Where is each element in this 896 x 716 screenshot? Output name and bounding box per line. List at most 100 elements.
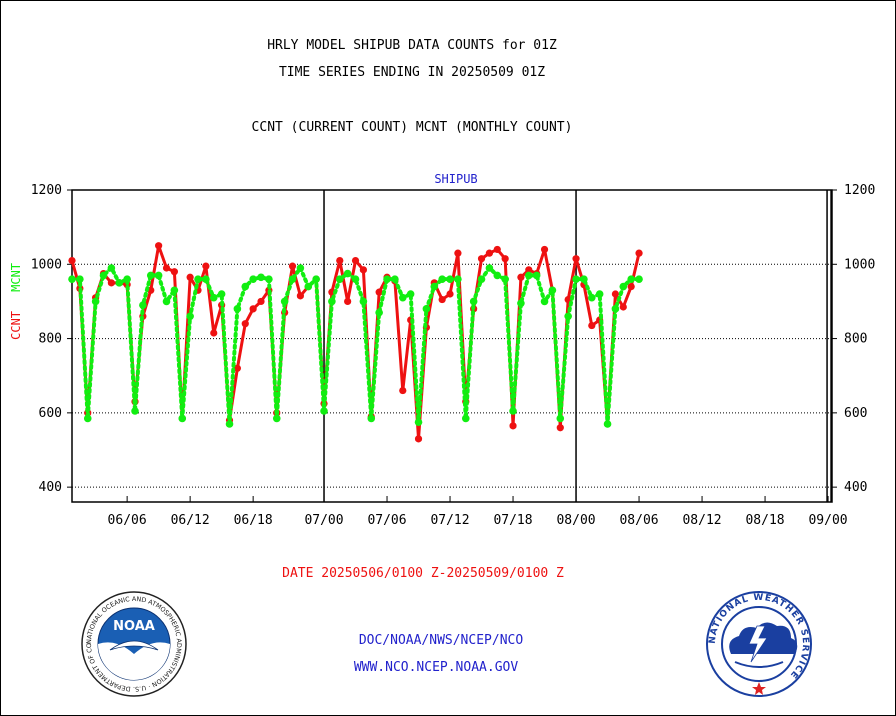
x-tick-label: 08/12 [682, 513, 721, 528]
data-point-mcnt [265, 275, 273, 283]
data-point-ccnt [414, 435, 423, 443]
y-tick-label-right: 800 [844, 332, 867, 347]
data-point-mcnt [146, 271, 155, 280]
nws-logo-icon: NATIONAL WEATHER SERVICE [706, 591, 812, 697]
data-point-mcnt [375, 308, 383, 317]
data-point-mcnt [485, 264, 494, 272]
data-point-mcnt [532, 271, 541, 280]
data-point-mcnt [438, 275, 446, 283]
data-point-mcnt [414, 418, 423, 426]
data-point-ccnt [288, 262, 297, 270]
data-point-mcnt [225, 420, 234, 428]
series-layer [68, 242, 643, 443]
data-point-mcnt [493, 271, 502, 280]
data-point-mcnt [272, 414, 281, 423]
data-point-mcnt [139, 301, 147, 309]
data-point-ccnt [257, 297, 265, 306]
data-point-ccnt [351, 256, 360, 265]
data-point-mcnt [131, 407, 139, 415]
x-tick-label: 07/18 [493, 513, 532, 528]
website-link[interactable]: WWW.NCO.NCEP.NOAA.GOV [353, 660, 519, 675]
data-point-mcnt [446, 275, 454, 283]
data-point-ccnt [611, 290, 620, 298]
data-point-mcnt [107, 264, 116, 272]
data-point-ccnt [186, 273, 194, 281]
x-tick-label: 09/00 [808, 513, 847, 528]
data-point-mcnt [343, 269, 352, 278]
data-point-mcnt [595, 290, 604, 298]
y-tick-label-left: 1000 [31, 257, 62, 272]
data-point-ccnt [619, 303, 627, 311]
y-axis-label-mcnt: MCNT [9, 263, 23, 292]
data-point-ccnt [107, 279, 115, 287]
data-point-mcnt [178, 414, 187, 423]
data-point-ccnt [525, 266, 533, 274]
data-point-mcnt [406, 290, 415, 298]
org-link[interactable]: DOC/NOAA/NWS/NCEP/NCO [358, 633, 524, 648]
y-tick-label-right: 1000 [844, 257, 875, 272]
svg-text:NOAA: NOAA [113, 619, 155, 634]
data-point-mcnt [123, 275, 131, 283]
data-point-mcnt [469, 297, 478, 306]
data-point-mcnt [524, 271, 533, 280]
y-tick-label-right: 400 [844, 480, 867, 495]
data-point-ccnt [399, 386, 407, 395]
data-point-mcnt [76, 275, 84, 283]
data-point-mcnt [241, 282, 250, 291]
data-point-mcnt [304, 282, 313, 291]
y-axis-label-ccnt: CCNT [9, 311, 23, 340]
data-point-mcnt [383, 275, 391, 283]
data-point-ccnt [68, 256, 76, 265]
data-point-mcnt [359, 297, 368, 306]
data-point-ccnt [241, 320, 249, 328]
axis-layer: 400 400 600 600 800 800 1000 1000 1200 1200 06/06 0… [31, 183, 876, 528]
data-point-mcnt [68, 275, 76, 283]
data-point-ccnt [588, 321, 596, 330]
data-point-mcnt [320, 407, 328, 415]
chart-header-legend-text: CCNT (CURRENT COUNT) MCNT (MONTHLY COUNT… [251, 120, 573, 135]
y-tick-label-left: 600 [39, 406, 62, 421]
data-point-ccnt [210, 329, 218, 337]
x-tick-label: 07/06 [367, 513, 406, 528]
data-point-mcnt [335, 275, 344, 283]
data-point-mcnt [572, 275, 580, 283]
y-tick-label-left: 1200 [31, 183, 62, 198]
data-point-mcnt [540, 297, 549, 306]
y-tick-label-right: 1200 [844, 183, 875, 198]
data-point-mcnt [249, 275, 257, 283]
data-point-mcnt [328, 297, 336, 306]
chart-header-title: HRLY MODEL SHIPUB DATA COUNTS for 01Z [267, 38, 557, 53]
data-point-ccnt [202, 262, 210, 270]
data-point-mcnt [398, 293, 407, 302]
data-point-ccnt [296, 292, 304, 300]
x-tick-label: 07/00 [304, 513, 343, 528]
data-point-mcnt [580, 275, 588, 283]
data-point-mcnt [288, 275, 297, 283]
data-point-mcnt [91, 297, 100, 306]
data-point-mcnt [280, 297, 289, 306]
panel-title: SHIPUB [434, 172, 477, 186]
data-point-ccnt [249, 305, 257, 313]
data-point-mcnt [99, 271, 108, 280]
data-point-mcnt [454, 275, 462, 283]
x-tick-label: 07/12 [430, 513, 469, 528]
data-point-mcnt [170, 286, 179, 295]
data-point-ccnt [556, 424, 564, 432]
data-point-mcnt [627, 275, 635, 283]
data-point-ccnt [501, 255, 509, 263]
data-point-ccnt [170, 268, 178, 276]
y-tick-label-left: 800 [39, 332, 62, 347]
data-point-mcnt [422, 305, 431, 313]
data-point-ccnt [155, 242, 163, 250]
data-point-mcnt [154, 271, 163, 280]
y-tick-label-right: 600 [844, 406, 867, 421]
date-range-label: DATE 20250506/0100 Z-20250509/0100 Z [282, 566, 564, 581]
data-point-mcnt [217, 290, 226, 298]
data-point-mcnt [477, 275, 486, 283]
data-point-mcnt [186, 312, 194, 321]
data-point-ccnt [627, 282, 635, 291]
data-point-ccnt [344, 297, 352, 306]
data-point-ccnt [509, 422, 517, 430]
data-point-ccnt [572, 255, 580, 263]
